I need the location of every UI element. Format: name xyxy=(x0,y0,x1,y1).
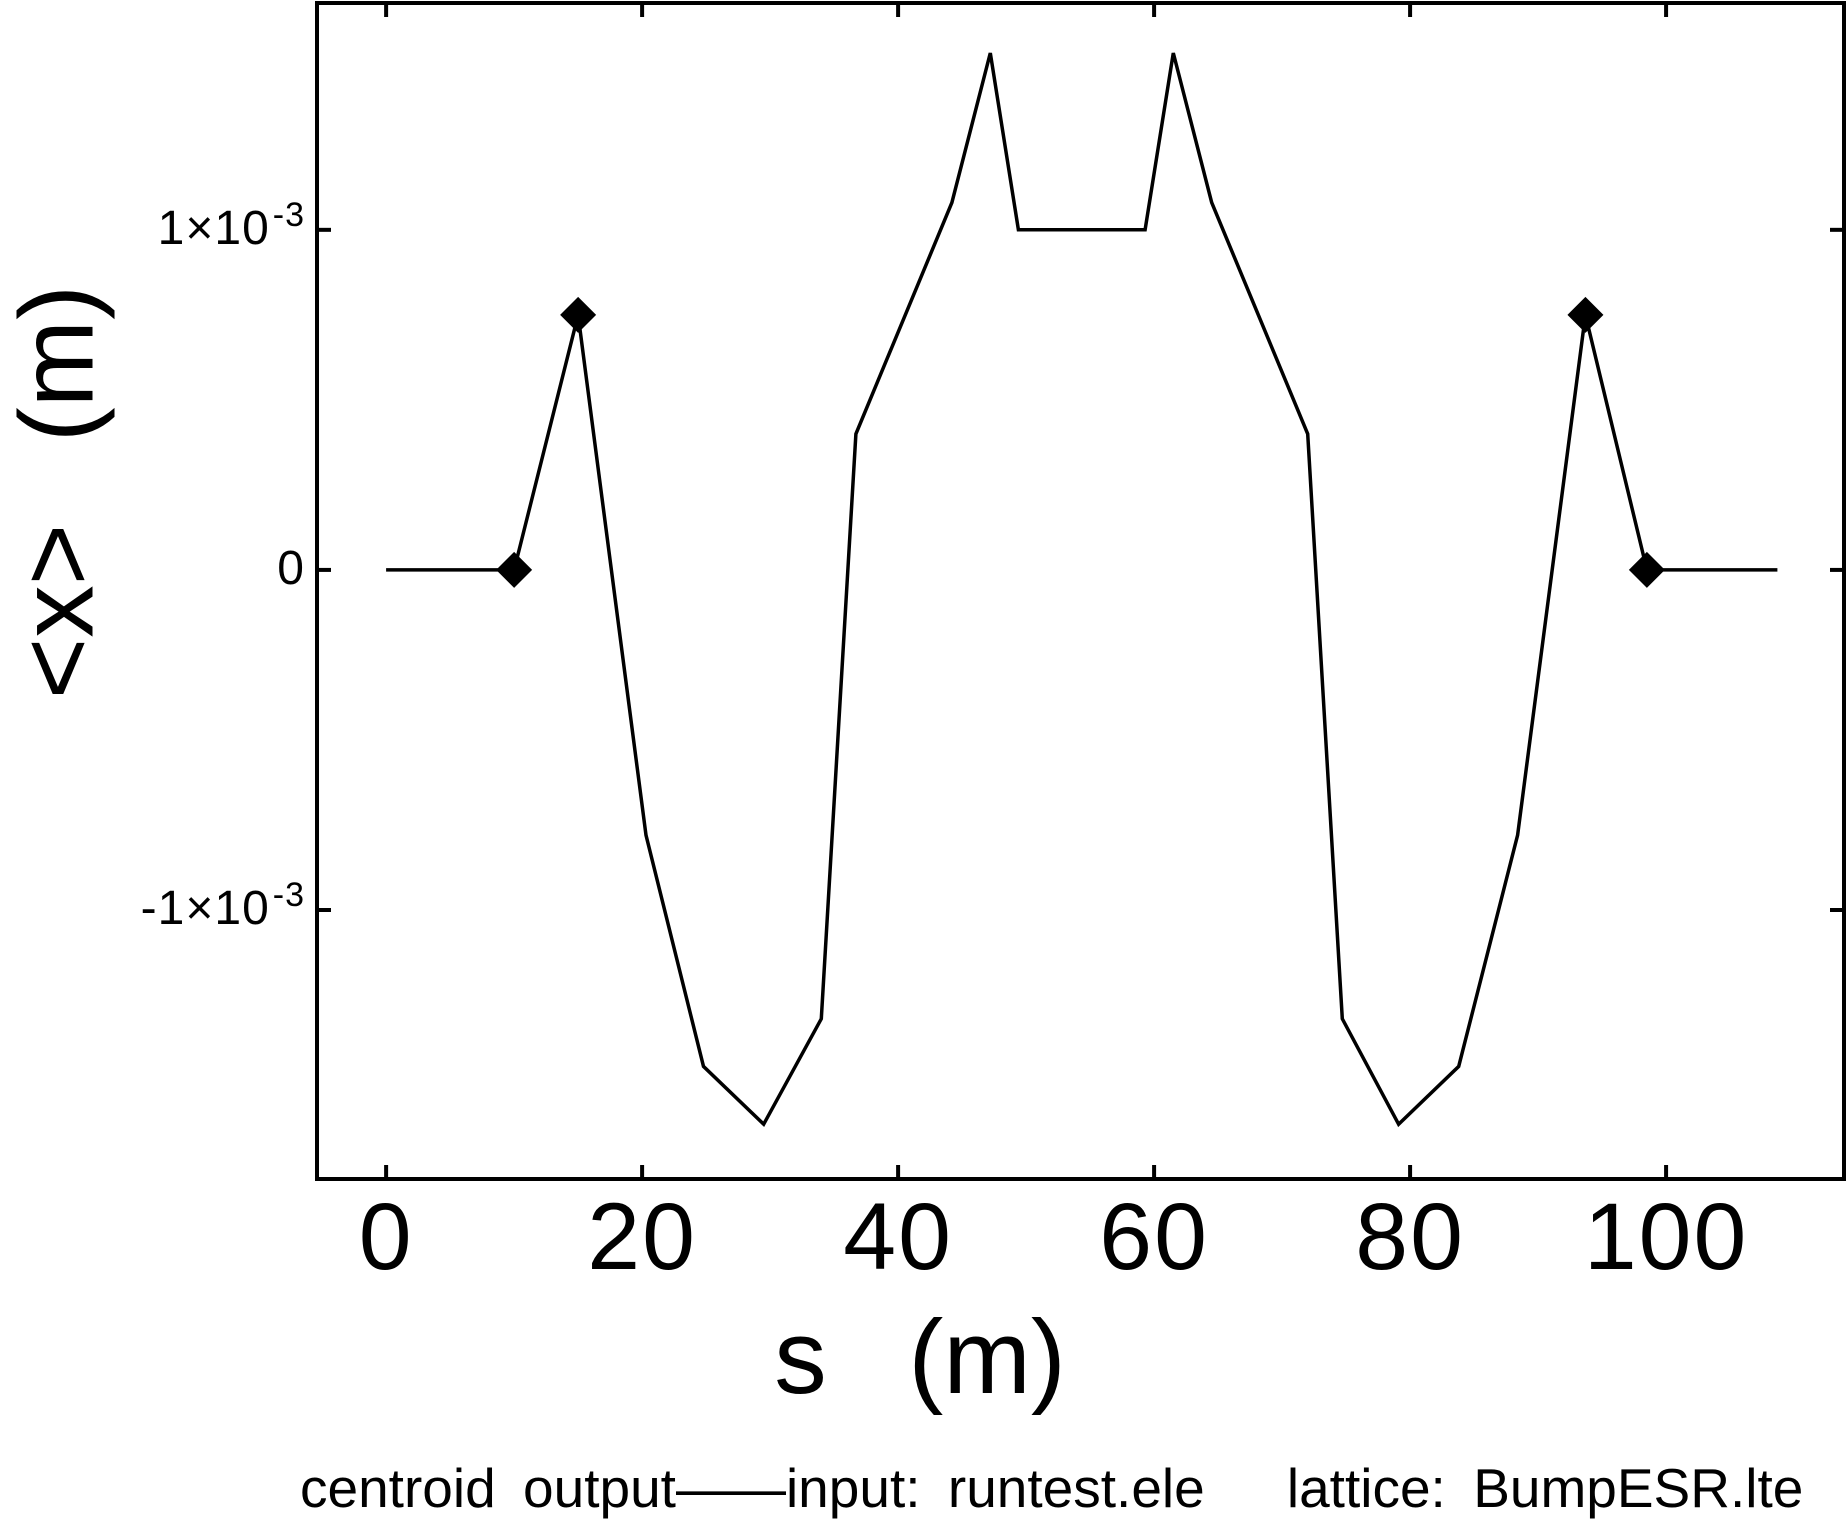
y-tick-label: -1×10-3 xyxy=(0,876,305,939)
y-tick-label-exponent: -3 xyxy=(272,875,305,914)
diamond-marker xyxy=(1628,551,1665,588)
x-tick-label: 80 xyxy=(1355,1184,1465,1290)
plot-frame xyxy=(315,1,1846,1181)
y-tick-label-base: 0 xyxy=(277,541,305,595)
x-tick-label: 20 xyxy=(587,1184,697,1290)
axis-ticks xyxy=(317,3,1844,1179)
data-markers xyxy=(496,296,1665,588)
diamond-marker xyxy=(496,551,533,588)
data-line xyxy=(386,52,1778,1128)
y-tick-label: 0 xyxy=(0,541,305,595)
y-tick-label: 1×10-3 xyxy=(0,196,305,259)
x-tick-label: 0 xyxy=(358,1184,414,1290)
x-tick-label: 100 xyxy=(1583,1184,1749,1290)
x-tick-label: 60 xyxy=(1099,1184,1209,1290)
x-axis-title: s (m) xyxy=(774,1299,1066,1416)
y-tick-label-base: 1×10 xyxy=(157,201,270,255)
y-axis-title: <x> (m) xyxy=(0,284,116,700)
y-tick-label-base: -1×10 xyxy=(140,881,270,935)
diamond-marker xyxy=(1567,296,1604,333)
x-tick-label: 40 xyxy=(843,1184,953,1290)
y-tick-label-exponent: -3 xyxy=(272,195,305,234)
caption: centroid output——input: runtest.ele latt… xyxy=(300,1457,1804,1519)
diamond-marker xyxy=(560,296,597,333)
